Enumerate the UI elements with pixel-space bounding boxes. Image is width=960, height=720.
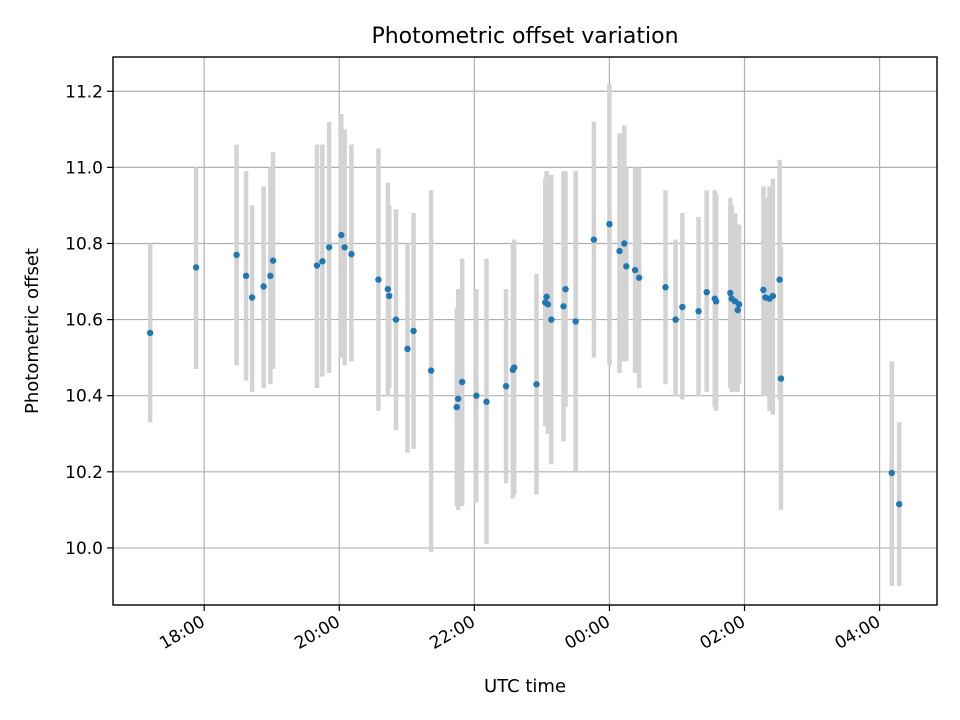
y-tick-label: 10.8 [65, 234, 103, 254]
x-tick-label: 02:00 [697, 612, 749, 654]
data-point [242, 272, 250, 280]
data-point [888, 469, 895, 477]
data-point [703, 288, 710, 296]
data-point [392, 316, 400, 323]
data-point [776, 276, 783, 283]
data-point [319, 258, 326, 265]
data-point [502, 382, 510, 390]
data-point [679, 303, 686, 311]
data-point [410, 327, 417, 335]
data-point [386, 292, 393, 300]
data-point [734, 306, 741, 314]
data-point [562, 285, 569, 293]
data-point [458, 378, 466, 386]
data-point [769, 292, 777, 300]
plot-frame [112, 56, 938, 606]
data-point [454, 395, 462, 402]
data-point [341, 244, 348, 251]
x-tick-label: 04:00 [832, 612, 884, 654]
data-point [662, 284, 669, 291]
data-point [631, 266, 639, 274]
data-point [384, 285, 392, 293]
data-point [233, 251, 240, 259]
data-point [560, 303, 567, 310]
y-tick-label: 10.6 [65, 311, 103, 331]
data-point [533, 381, 540, 388]
data-point [635, 274, 643, 281]
data-point [453, 403, 460, 411]
data-point [760, 286, 767, 294]
data-point [606, 220, 613, 228]
y-tick-label: 10.2 [65, 463, 103, 483]
data-point [260, 283, 267, 290]
y-tick-label: 10.4 [65, 387, 103, 407]
x-tick-label: 18:00 [156, 612, 208, 654]
data-point [621, 240, 628, 247]
data-point [325, 244, 333, 251]
data-point [590, 236, 598, 243]
data-point [510, 364, 518, 371]
data-point [548, 316, 555, 323]
x-axis-label: UTC time [484, 676, 566, 697]
data-point [338, 231, 345, 239]
data-point [146, 329, 154, 337]
x-tick-label: 20:00 [291, 612, 343, 654]
data-point [473, 392, 480, 399]
data-point [192, 264, 200, 271]
data-point [672, 316, 679, 323]
chart-title: Photometric offset variation [371, 24, 678, 49]
data-point [572, 318, 579, 325]
data-point [623, 263, 630, 270]
data-point [543, 293, 550, 300]
data-point [695, 308, 702, 315]
data-point [895, 500, 903, 508]
data-point [404, 345, 411, 353]
data-point [348, 250, 355, 258]
data-point [483, 398, 490, 405]
data-point [616, 247, 623, 255]
data-point [777, 375, 785, 382]
y-tick-label: 11.2 [65, 82, 103, 102]
data-point [427, 367, 435, 374]
error-bars [147, 83, 902, 586]
data-point [313, 262, 321, 269]
y-tick-label: 11.0 [65, 158, 103, 178]
data-point [735, 301, 743, 308]
data-point [248, 294, 256, 301]
x-tick-label: 22:00 [426, 612, 478, 654]
data-point [712, 298, 720, 305]
y-tick-label: 10.0 [65, 539, 103, 559]
data-point [267, 272, 274, 280]
data-points [146, 220, 903, 508]
x-tick-label: 00:00 [561, 612, 613, 654]
y-axis-label: Photometric offset [22, 248, 43, 414]
data-point [727, 289, 734, 297]
data-point [544, 301, 552, 308]
data-point [375, 276, 382, 283]
data-point [269, 257, 277, 264]
